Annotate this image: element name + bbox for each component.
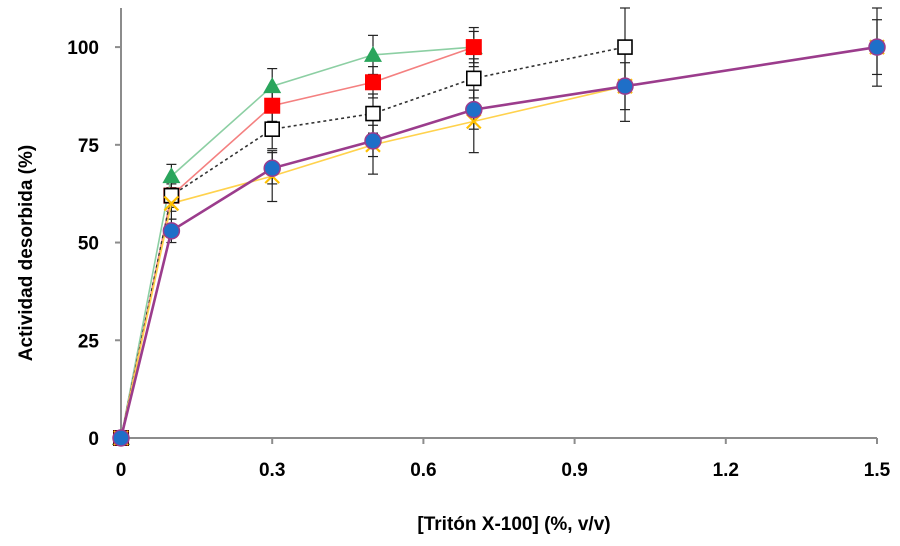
data-point-series-5: [364, 132, 382, 150]
data-point-series-1: [263, 77, 282, 94]
data-point-series-2: [465, 39, 482, 56]
data-point-series-3: [465, 70, 482, 87]
data-point-series-3: [365, 105, 381, 122]
x-tick-label: 0.9: [561, 460, 587, 481]
x-axis-title: [Tritón X-100] (%, v/v): [417, 514, 610, 535]
data-point-series-4: [163, 195, 180, 212]
y-tick-label: 0: [88, 429, 99, 450]
data-point-series-2: [365, 74, 381, 91]
data-point-series-5: [465, 100, 483, 119]
y-tick-label: 75: [78, 136, 100, 157]
data-point-series-5: [868, 38, 886, 56]
data-point-series-1: [162, 167, 181, 184]
y-axis-title: Actividad desorbida (%): [16, 145, 37, 361]
y-tick-label: 100: [67, 38, 99, 59]
data-point-series-5: [112, 429, 130, 447]
y-tick-label: 50: [78, 234, 99, 255]
data-point-series-3: [163, 187, 180, 204]
x-tick-label: 0: [116, 460, 127, 481]
data-point-series-5: [616, 77, 634, 95]
x-tick-label: 1.2: [713, 460, 739, 481]
data-point-series-2: [264, 97, 281, 114]
x-tick-label: 0.3: [259, 460, 285, 481]
data-point-series-5: [162, 222, 181, 240]
series-markers: [112, 38, 886, 447]
data-point-series-5: [263, 159, 281, 178]
y-tick-label: 25: [78, 331, 100, 352]
data-point-series-1: [364, 45, 382, 62]
ticks: 0 25 50 75 100 0 0.3 0.6 0.9 1.2 1.5: [67, 38, 890, 481]
series-line-5: [119, 45, 878, 439]
series-line-3: [120, 46, 626, 439]
data-point-series-3: [264, 121, 281, 137]
x-tick-label: 0.6: [410, 460, 436, 481]
data-point-series-3: [617, 39, 633, 55]
series-lines: [119, 45, 878, 439]
axes: [120, 8, 877, 439]
x-tick-label: 1.5: [864, 460, 891, 481]
